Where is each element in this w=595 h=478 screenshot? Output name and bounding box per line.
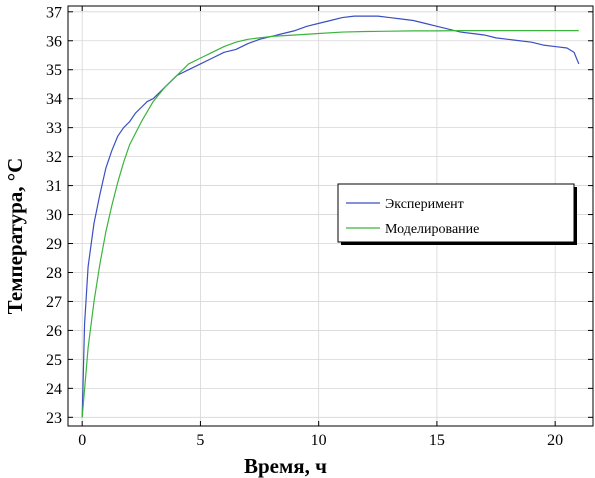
y-tick-label: 29 — [46, 236, 62, 253]
y-tick-label: 37 — [46, 4, 62, 21]
y-axis-title: Температура, °С — [3, 158, 27, 315]
y-tick-label: 36 — [46, 33, 62, 50]
y-tick-label: 30 — [46, 207, 62, 224]
y-tick-label: 23 — [46, 410, 62, 427]
plot-frame — [67, 5, 594, 427]
y-tick-label: 32 — [46, 149, 62, 166]
x-tick-label: 20 — [547, 432, 563, 449]
series-group — [81, 15, 580, 418]
x-tick-label: 5 — [196, 432, 204, 449]
y-tick-label: 26 — [46, 323, 62, 340]
y-tick-label: 31 — [46, 178, 62, 195]
x-axis-title: Время, ч — [244, 454, 327, 478]
y-tick-label: 33 — [46, 120, 62, 137]
legend-label-model: Моделирование — [385, 222, 479, 237]
legend-box — [337, 183, 575, 243]
y-tick-label: 25 — [46, 352, 62, 369]
y-tick-label: 35 — [46, 62, 62, 79]
legend: Эксперимент Моделирование — [337, 183, 577, 245]
series-line-1 — [81, 30, 579, 418]
x-tick-label: 15 — [429, 432, 445, 449]
axis-ticks: 0 5 10 15 20 23 24 25 26 27 28 29 30 31 32 33 34 35 36 37 — [46, 4, 593, 449]
x-tick-label: 10 — [311, 432, 327, 449]
y-tick-label: 24 — [46, 381, 62, 398]
y-tick-label: 27 — [46, 294, 62, 311]
y-tick-label: 34 — [46, 91, 62, 108]
x-tick-label: 0 — [78, 432, 86, 449]
y-tick-label: 28 — [46, 265, 62, 282]
legend-label-experiment: Эксперимент — [385, 197, 464, 212]
